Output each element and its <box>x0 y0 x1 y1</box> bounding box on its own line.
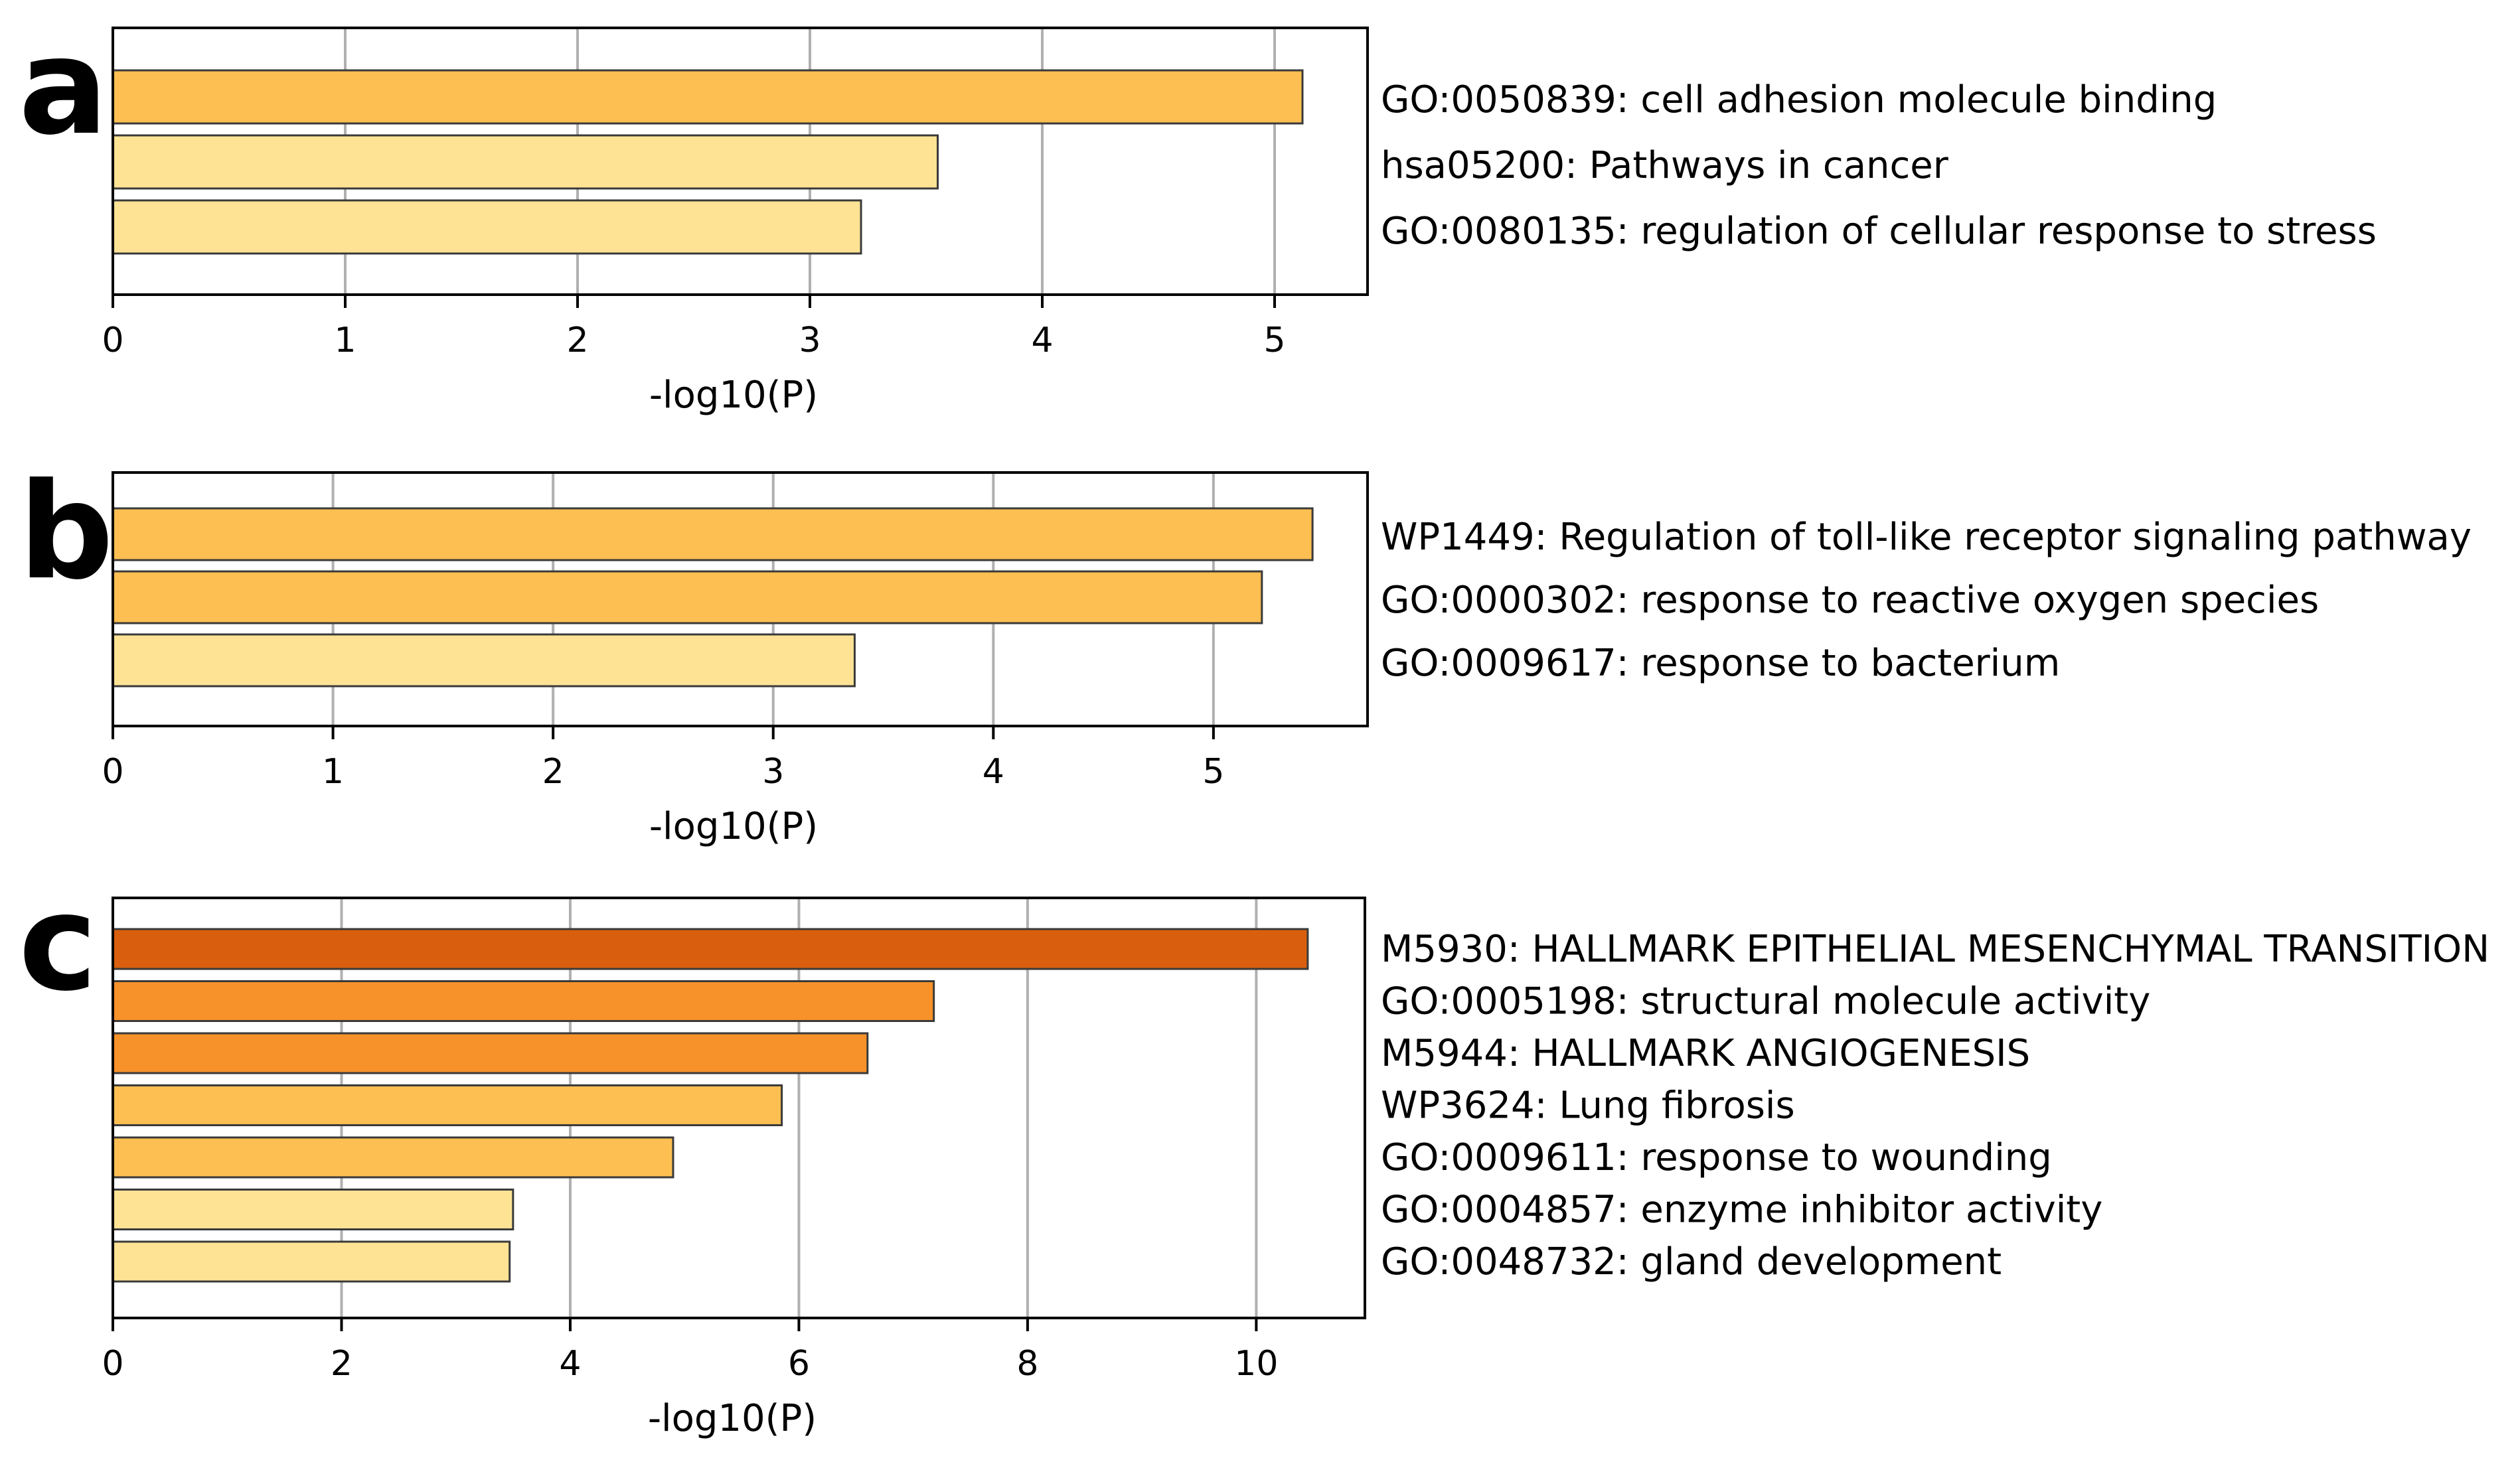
x-tick-label: 0 <box>102 1344 123 1384</box>
x-tick-label: 1 <box>334 321 356 360</box>
bar-3 <box>112 633 856 688</box>
bar-4 <box>112 1084 783 1126</box>
x-tick-label: 2 <box>566 321 588 360</box>
x-tick-label: 8 <box>1016 1344 1038 1384</box>
x-tick-label: 0 <box>102 752 123 792</box>
category-label: WP1449: Regulation of toll-like receptor… <box>1381 516 2472 559</box>
x-tick-label: 10 <box>1234 1344 1278 1384</box>
x-tick-label: 1 <box>322 752 344 792</box>
x-tick-label: 2 <box>331 1344 353 1384</box>
category-label: hsa05200: Pathways in cancer <box>1381 144 1949 187</box>
bar-2 <box>112 570 1263 624</box>
category-label: M5944: HALLMARK ANGIOGENESIS <box>1381 1032 2030 1075</box>
bar-7 <box>112 1240 511 1283</box>
bar-1 <box>112 69 1304 125</box>
plot-frame <box>112 27 1369 296</box>
x-tick-label: 4 <box>559 1344 581 1384</box>
category-label: WP3624: Lung fibrosis <box>1381 1084 1795 1128</box>
panel-label-a: a <box>19 10 108 165</box>
bar-1 <box>112 507 1314 561</box>
category-label: GO:0000302: response to reactive oxygen … <box>1381 579 2319 622</box>
chart-panel-c: c 0 2 4 6 8 10 -log10(P) M5930: HALLMARK EPITHEL… <box>19 866 2489 1440</box>
bar-3 <box>112 199 862 255</box>
bar-2 <box>112 980 935 1022</box>
category-label: GO:0009611: response to wounding <box>1381 1136 2052 1179</box>
bar-5 <box>112 1136 674 1179</box>
x-tick-label: 4 <box>983 752 1004 792</box>
category-label: GO:0048732: gland development <box>1381 1240 2002 1283</box>
chart-panel-b: b 0 1 2 3 4 5 -log10(P) WP1449: Regulation of to… <box>19 455 2472 848</box>
bar-6 <box>112 1189 514 1230</box>
bar-3 <box>112 1032 869 1074</box>
plot-frame <box>112 897 1366 1319</box>
chart-panel-a: a 0 1 2 3 4 5 -log10(P) GO:0050839: cell adhesio… <box>19 10 2377 417</box>
panel-label-b: b <box>19 455 114 609</box>
panel-label-c: c <box>19 866 98 1021</box>
x-tick-label: 3 <box>762 752 784 792</box>
x-tick-label: 0 <box>102 321 123 360</box>
category-label: GO:0005198: structural molecule activity <box>1381 980 2150 1023</box>
x-tick-label: 5 <box>1263 321 1285 360</box>
x-tick-label: 2 <box>542 752 564 792</box>
x-tick-label: 4 <box>1031 321 1053 360</box>
x-axis-label: -log10(P) <box>649 374 818 417</box>
category-label: GO:0080135: regulation of cellular respo… <box>1381 210 2377 253</box>
category-label: GO:0009617: response to bacterium <box>1381 642 2060 685</box>
x-axis-label: -log10(P) <box>648 1397 817 1440</box>
x-tick-label: 5 <box>1202 752 1224 792</box>
bar-1 <box>112 928 1309 970</box>
x-axis-label: -log10(P) <box>649 805 818 848</box>
x-tick-label: 6 <box>788 1344 810 1384</box>
bar-2 <box>112 134 939 190</box>
category-label: GO:0050839: cell adhesion molecule bindi… <box>1381 78 2217 121</box>
category-label: GO:0004857: enzyme inhibitor activity <box>1381 1189 2102 1232</box>
x-tick-label: 3 <box>799 321 821 360</box>
category-label: M5930: HALLMARK EPITHELIAL MESENCHYMAL T… <box>1381 928 2489 971</box>
plot-frame <box>112 471 1369 727</box>
